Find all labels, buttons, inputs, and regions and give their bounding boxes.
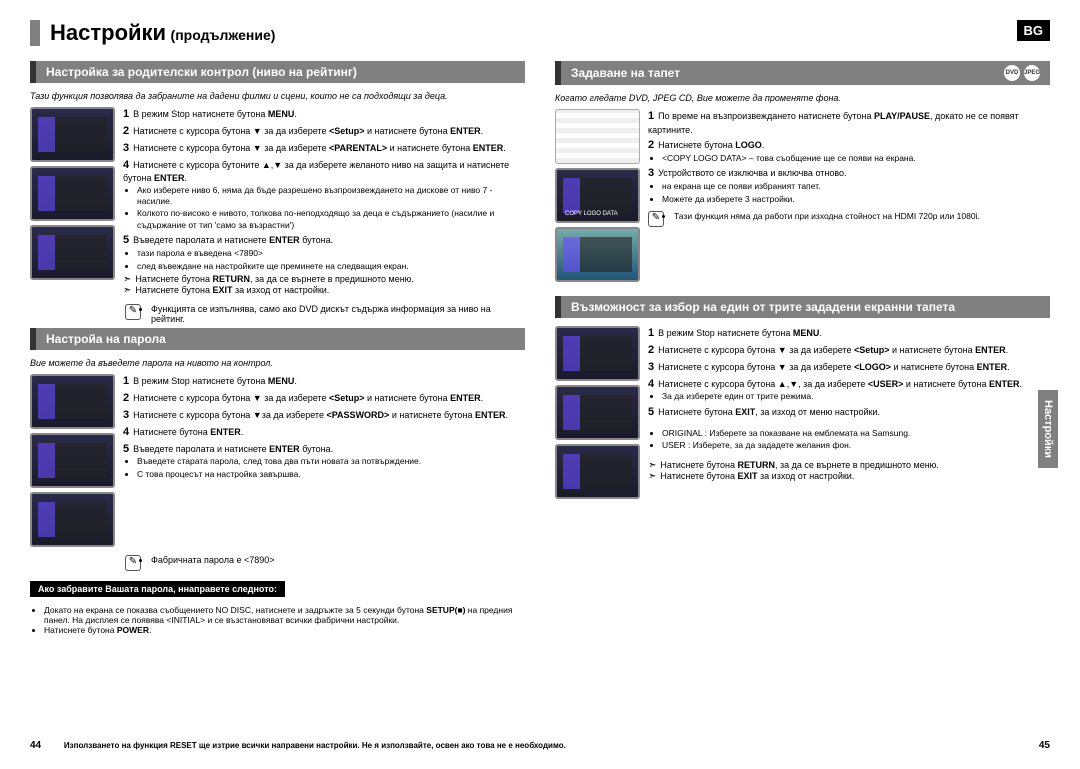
title-sub: (продължение) [171,27,276,43]
wallpaper-select-steps: 1В режим Stop натиснете бутона MENU. 2На… [648,326,1050,499]
side-tab: Настройки [1038,390,1058,468]
screenshot-thumb [555,227,640,282]
screenshot-thumb [30,433,115,488]
section-parental-title: Настройка за родителски контрол (ниво на… [46,65,357,79]
wallpaper-steps: 1По време на възпроизвеждането натиснете… [648,109,1050,282]
page-number-right: 45 [1039,740,1050,751]
parental-desc: Тази функция позволява да забраните на д… [30,91,525,101]
parental-steps: 1В режим Stop натиснете бутона MENU. 2На… [123,107,525,296]
return-hint: Натиснете бутона RETURN, за да се върнет… [123,274,525,285]
title-main: Настройки [50,20,166,45]
screenshot-thumb [30,107,115,162]
disc-icon-row: DVD JPEG [1004,65,1040,81]
screenshot-thumb [30,225,115,280]
section-password-title: Настройа на парола [46,332,166,346]
section-parental-head: Настройка за родителски контрол (ниво на… [30,61,525,83]
copy-logo-thumb [555,168,640,223]
section-wallpaper-title: Задаване на тапет [571,66,680,80]
parental-thumbs [30,107,115,296]
section-password-head: Настройа на парола [30,328,525,350]
screenshot-thumb [30,492,115,547]
section-wallpaper-select-title: Възможност за избор на един от трите зад… [571,300,955,314]
password-thumbs [30,374,115,547]
parental-note: Функцията се изпълнява, само ако DVD дис… [125,304,525,324]
section-wallpaper-select-head: Възможност за избор на един от трите зад… [555,296,1050,318]
wallpaper-select-thumbs [555,326,640,499]
page-title: Настройки (продължение) [30,20,1050,46]
page-number-left: 44 Използването на функция RESET ще изтр… [30,740,566,751]
section-wallpaper-head: Задаване на тапет DVD JPEG [555,61,1050,85]
password-steps: 1В режим Stop натиснете бутона MENU. 2На… [123,374,525,547]
right-column: Задаване на тапет DVD JPEG Когато гледат… [555,61,1050,635]
screenshot-thumb [555,444,640,499]
screenshot-thumb [30,166,115,221]
exit-hint: Натиснете бутона EXIT за изход от настро… [123,285,525,296]
password-desc: Вие можете да въведете парола на нивото … [30,358,525,368]
password-note: Фабричната парола е <7890> [125,555,525,571]
screenshot-thumb [30,374,115,429]
footer-warning: Използването на функция RESET ще изтрие … [64,741,566,750]
wallpaper-thumbs [555,109,640,282]
forgot-password-head: Ако забравите Вашата парола, ннаправете … [30,581,285,597]
language-badge: BG [1017,20,1051,41]
wallpaper-note: Тази функция няма да работи при изходна … [648,211,1050,227]
exit-hint: Натиснете бутона EXIT за изход от настро… [648,471,1050,482]
left-column: Настройка за родителски контрол (ниво на… [30,61,525,635]
forgot-password-notes: Докато на екрана се показва съобщението … [30,605,525,635]
jpeg-icon: JPEG [1024,65,1040,81]
note-icon [648,211,670,227]
note-icon [125,555,147,571]
return-hint: Натиснете бутона RETURN, за да се върнет… [648,460,1050,471]
wallpaper-desc: Когато гледате DVD, JPEG CD, Вие можете … [555,93,1050,103]
dvd-icon: DVD [1004,65,1020,81]
note-icon [125,304,147,320]
screenshot-thumb [555,326,640,381]
remote-thumb [555,109,640,164]
screenshot-thumb [555,385,640,440]
